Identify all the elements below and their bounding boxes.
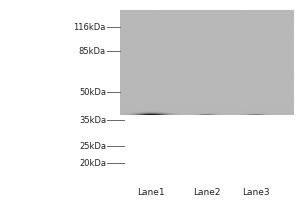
Text: Lane3: Lane3 <box>242 188 269 197</box>
Text: 25kDa: 25kDa <box>79 142 106 151</box>
Text: 35kDa: 35kDa <box>79 116 106 125</box>
Text: 50kDa: 50kDa <box>79 88 106 97</box>
Text: 116kDa: 116kDa <box>74 23 106 32</box>
Text: Lane2: Lane2 <box>193 188 221 197</box>
Text: Lane1: Lane1 <box>137 188 165 197</box>
Text: 20kDa: 20kDa <box>79 159 106 168</box>
Text: 85kDa: 85kDa <box>79 47 106 56</box>
